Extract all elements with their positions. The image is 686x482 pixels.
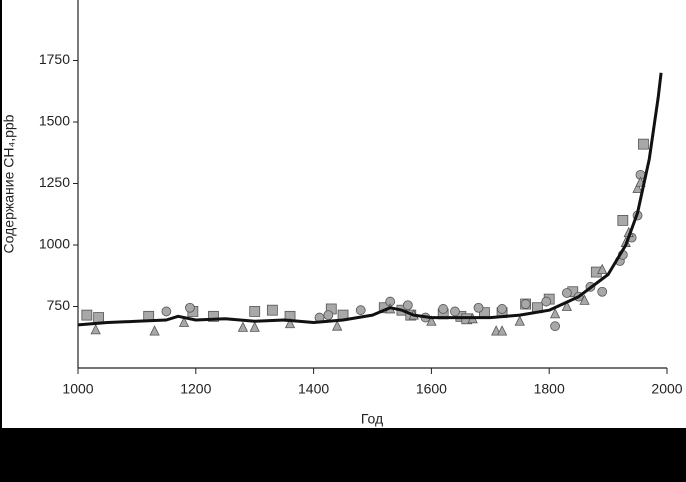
square-point bbox=[266, 304, 278, 316]
bottom-bar bbox=[0, 428, 686, 482]
circle-point bbox=[355, 305, 366, 316]
triangle-point bbox=[561, 300, 573, 311]
circle-point bbox=[438, 304, 449, 314]
circle-point bbox=[402, 300, 413, 311]
y-tick-label: 1250 bbox=[39, 174, 70, 190]
square-point bbox=[249, 306, 261, 317]
x-tick-label: 1000 bbox=[62, 381, 93, 397]
x-tick-label: 1600 bbox=[416, 381, 447, 397]
circle-point bbox=[323, 310, 334, 321]
triangle-point bbox=[237, 321, 249, 332]
square-point bbox=[617, 214, 629, 226]
circle-point bbox=[597, 286, 608, 297]
triangle-point bbox=[178, 316, 190, 327]
x-tick-label: 2000 bbox=[651, 381, 682, 397]
circle-point bbox=[473, 302, 484, 313]
circle-point bbox=[520, 299, 531, 309]
y-axis-label: Содержание CH₄,ppb bbox=[1, 114, 17, 253]
triangle-point bbox=[514, 315, 525, 326]
y-tick-label: 1500 bbox=[39, 113, 70, 129]
triangle-point bbox=[426, 315, 437, 326]
trend-line bbox=[77, 72, 663, 327]
circle-point bbox=[161, 306, 172, 317]
circle-point bbox=[497, 304, 507, 314]
triangle-point bbox=[496, 325, 508, 336]
x-axis-label: Год bbox=[361, 411, 383, 427]
triangle-point bbox=[90, 323, 101, 335]
circle-point bbox=[550, 321, 560, 332]
x-tick-label: 1400 bbox=[298, 381, 329, 397]
circle-point bbox=[450, 306, 460, 317]
circle-point bbox=[541, 296, 552, 307]
left-border bbox=[0, 0, 2, 482]
triangle-point bbox=[632, 182, 643, 193]
plot: 750 1000 1250 1500 1750 1000 1200 1400 1600 1800 2… bbox=[39, 51, 683, 397]
square-point bbox=[208, 310, 219, 322]
triangle-point bbox=[249, 321, 260, 332]
triangle-point bbox=[332, 320, 343, 331]
circle-point bbox=[561, 288, 572, 298]
triangle-point bbox=[549, 307, 561, 319]
y-tick-label: 1000 bbox=[39, 236, 70, 252]
triangle-point bbox=[149, 325, 160, 336]
triangle-point bbox=[284, 317, 296, 329]
square-point bbox=[638, 138, 649, 150]
square-point bbox=[93, 312, 105, 323]
y-tick-label: 1750 bbox=[39, 51, 70, 67]
circle-point bbox=[185, 302, 195, 313]
x-tick-label: 1800 bbox=[534, 381, 565, 397]
triangle-point bbox=[579, 294, 590, 305]
square-point bbox=[81, 309, 93, 321]
x-tick-label: 1200 bbox=[180, 381, 211, 397]
y-tick-label: 750 bbox=[47, 297, 71, 313]
triangle-point bbox=[597, 263, 608, 275]
